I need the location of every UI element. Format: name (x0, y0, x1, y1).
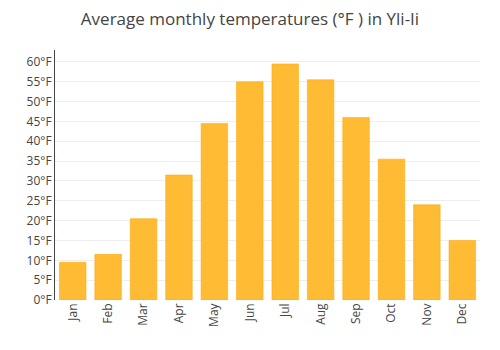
svg-text:May: May (205, 302, 222, 326)
svg-text:5°F: 5°F (33, 271, 51, 288)
svg-text:50°F: 50°F (27, 93, 52, 110)
svg-text:15°F: 15°F (27, 232, 52, 249)
svg-text:Average monthly temperatures (: Average monthly temperatures (°F ) in Yl… (81, 7, 419, 30)
svg-text:Jun: Jun (241, 303, 258, 322)
svg-text:20°F: 20°F (27, 212, 52, 229)
svg-text:60°F: 60°F (27, 53, 52, 70)
svg-text:Jan: Jan (64, 303, 81, 321)
svg-text:Oct: Oct (382, 303, 399, 322)
svg-text:35°F: 35°F (27, 152, 52, 169)
svg-text:55°F: 55°F (27, 73, 52, 90)
svg-text:Dec: Dec (453, 303, 470, 324)
svg-text:10°F: 10°F (27, 252, 52, 269)
svg-text:Apr: Apr (170, 303, 187, 323)
svg-text:Aug: Aug (312, 303, 329, 325)
svg-text:45°F: 45°F (27, 113, 52, 130)
svg-text:Nov: Nov (418, 303, 435, 325)
svg-text:0°F: 0°F (33, 291, 51, 308)
svg-text:25°F: 25°F (27, 192, 52, 209)
svg-text:30°F: 30°F (27, 172, 52, 189)
svg-text:Mar: Mar (134, 303, 151, 325)
svg-text:Feb: Feb (99, 303, 116, 323)
svg-text:Sep: Sep (347, 303, 364, 324)
svg-text:40°F: 40°F (27, 132, 52, 149)
svg-text:Jul: Jul (276, 303, 293, 318)
